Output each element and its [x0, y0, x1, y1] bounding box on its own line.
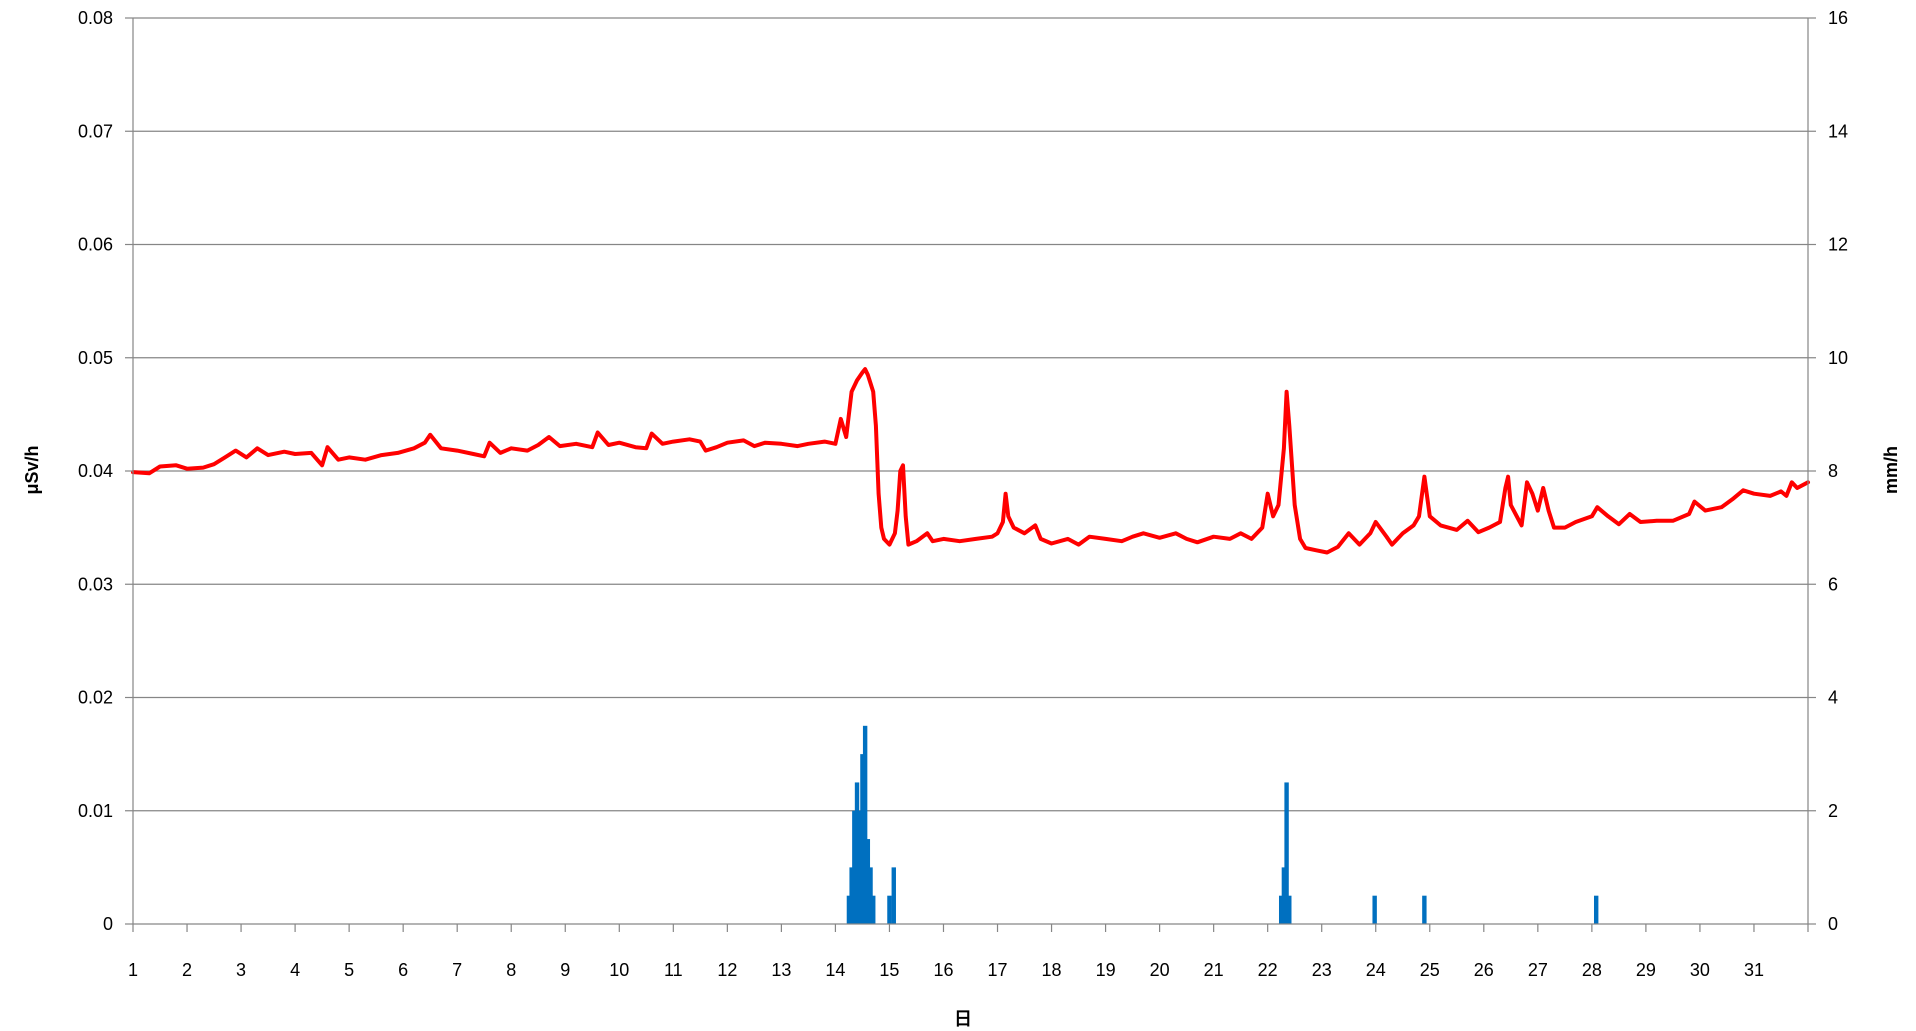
- rainfall-bar: [1372, 895, 1377, 924]
- left-y-tick-label: 0.04: [78, 461, 113, 481]
- rainfall-bar: [860, 754, 865, 924]
- right-y-tick-label: 4: [1828, 688, 1838, 708]
- x-tick-label: 23: [1312, 960, 1332, 980]
- right-y-tick-label: 16: [1828, 8, 1848, 28]
- left-y-tick-label: 0.08: [78, 8, 113, 28]
- left-y-tick-label: 0.05: [78, 348, 113, 368]
- rainfall-bar: [1284, 782, 1289, 924]
- right-y-axis-title: mm/h: [1881, 446, 1901, 494]
- left-y-tick-labels: 0 0.01 0.02 0.03 0.04 0.05 0.06 0.07 0.08: [78, 8, 113, 934]
- rainfall-bar: [871, 895, 876, 924]
- rainfall-bar: [891, 867, 896, 924]
- x-tick-label: 14: [825, 960, 845, 980]
- rainfall-bar: [887, 895, 892, 924]
- left-y-tick-label: 0.01: [78, 801, 113, 821]
- x-tick-label: 1: [128, 960, 138, 980]
- rainfall-bar: [849, 867, 854, 924]
- rainfall-bar: [1278, 895, 1284, 924]
- axes: [125, 17, 1816, 932]
- left-y-axis-title: μSv/h: [22, 445, 42, 494]
- rainfall-bar: [865, 839, 871, 924]
- x-tick-label: 11: [664, 960, 683, 980]
- rainfall-bar: [1287, 895, 1292, 924]
- x-tick-label: 28: [1582, 960, 1602, 980]
- x-tick-label: 22: [1258, 960, 1278, 980]
- rainfall-bar: [852, 810, 857, 924]
- x-axis-title: 日: [954, 1009, 972, 1029]
- x-tick-label: 17: [988, 960, 1008, 980]
- x-tick-label: 18: [1042, 960, 1062, 980]
- x-tick-label: 4: [290, 960, 300, 980]
- x-tick-label: 15: [879, 960, 899, 980]
- right-y-tick-label: 0: [1828, 914, 1838, 934]
- right-y-tick-label: 12: [1828, 235, 1848, 255]
- x-tick-label: 12: [717, 960, 737, 980]
- left-y-tick-label: 0.03: [78, 574, 113, 594]
- left-y-tick-label: 0.07: [78, 121, 113, 141]
- x-tick-label: 8: [506, 960, 516, 980]
- rainfall-bar: [862, 725, 868, 924]
- right-y-tick-label: 2: [1828, 801, 1838, 821]
- right-y-tick-label: 6: [1828, 574, 1838, 594]
- x-tick-label: 21: [1204, 960, 1224, 980]
- rainfall-bar: [1422, 895, 1427, 924]
- x-tick-label: 30: [1690, 960, 1710, 980]
- left-y-tick-label: 0.02: [78, 688, 113, 708]
- dose-rate-line-path: [131, 367, 1810, 555]
- x-tick-label: 13: [771, 960, 791, 980]
- x-tick-label: 20: [1150, 960, 1170, 980]
- dose-rate-line: [131, 367, 1810, 555]
- x-tick-labels: 1 2 3 4 5 6 7 8 9 10 11 12 13 14 15 16 17 18 19 20 21 22 23 24 2…: [128, 960, 1764, 980]
- rainfall-bar: [1281, 867, 1287, 924]
- x-tick-label: 7: [452, 960, 462, 980]
- right-y-tick-label: 10: [1828, 348, 1848, 368]
- rainfall-bar: [1593, 895, 1599, 924]
- x-tick-label: 5: [344, 960, 354, 980]
- rainfall-bar: [846, 895, 852, 924]
- x-tick-label: 26: [1474, 960, 1494, 980]
- right-y-tick-label: 8: [1828, 461, 1838, 481]
- rainfall-bar: [854, 782, 860, 924]
- x-tick-label: 19: [1096, 960, 1116, 980]
- rainfall-bar: [868, 867, 873, 924]
- x-tick-label: 16: [933, 960, 953, 980]
- right-y-tick-labels: 0 2 4 6 8 10 12 14 16: [1828, 8, 1848, 934]
- x-tick-label: 25: [1420, 960, 1440, 980]
- x-tick-label: 2: [182, 960, 192, 980]
- rainfall-bars: [846, 725, 1599, 924]
- x-tick-label: 10: [609, 960, 629, 980]
- rainfall-bar: [857, 810, 862, 924]
- x-tick-label: 24: [1366, 960, 1386, 980]
- left-y-tick-label: 0: [103, 914, 113, 934]
- right-y-tick-label: 14: [1828, 121, 1848, 141]
- x-tick-label: 31: [1744, 960, 1764, 980]
- left-y-tick-label: 0.06: [78, 235, 113, 255]
- x-tick-label: 3: [236, 960, 246, 980]
- gridlines: [133, 17, 1808, 812]
- x-tick-label: 29: [1636, 960, 1656, 980]
- x-tick-label: 27: [1528, 960, 1548, 980]
- x-tick-label: 6: [398, 960, 408, 980]
- x-tick-label: 9: [560, 960, 570, 980]
